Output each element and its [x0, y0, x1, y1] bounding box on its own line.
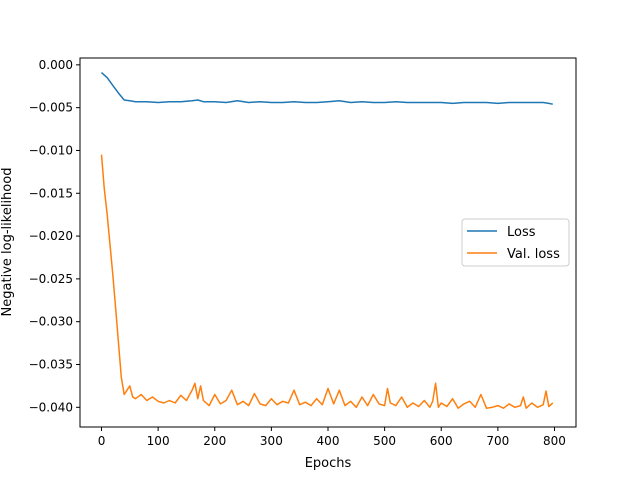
x-tick-label: 600	[430, 434, 453, 448]
legend-label-val-loss: Val. loss	[507, 247, 560, 262]
y-tick-label: −0.035	[29, 358, 73, 372]
y-tick-label: −0.030	[29, 315, 73, 329]
y-tick-label: −0.040	[29, 400, 73, 414]
y-tick-label: −0.020	[29, 229, 73, 243]
y-tick-label: −0.015	[29, 186, 73, 200]
series-line-val-loss	[100, 154, 554, 409]
y-tick-label: 0.000	[39, 58, 73, 72]
x-tick-label: 700	[486, 434, 509, 448]
x-axis-label: Epochs	[305, 456, 352, 471]
x-tick-label: 200	[203, 434, 226, 448]
x-tick-label: 0	[98, 434, 106, 448]
x-tick-label: 500	[373, 434, 396, 448]
y-tick-label: −0.005	[29, 101, 73, 115]
legend-label-loss: Loss	[507, 225, 536, 240]
legend: Loss Val. loss	[461, 218, 570, 267]
series-layer	[100, 72, 554, 409]
y-tick-label: −0.010	[29, 143, 73, 157]
x-tick-label: 800	[543, 434, 566, 448]
y-tick-label: −0.025	[29, 272, 73, 286]
x-axis: 0 100 200 300 400 500 600 700 800	[98, 427, 566, 448]
y-axis: 0.000 −0.005 −0.010 −0.015 −0.020 −0.025 −0.03…	[29, 58, 80, 414]
series-line-loss	[100, 72, 553, 105]
x-tick-label: 300	[260, 434, 283, 448]
y-axis-label: Negative log-likelihood	[0, 168, 15, 317]
x-tick-label: 100	[147, 434, 170, 448]
x-tick-label: 400	[317, 434, 340, 448]
